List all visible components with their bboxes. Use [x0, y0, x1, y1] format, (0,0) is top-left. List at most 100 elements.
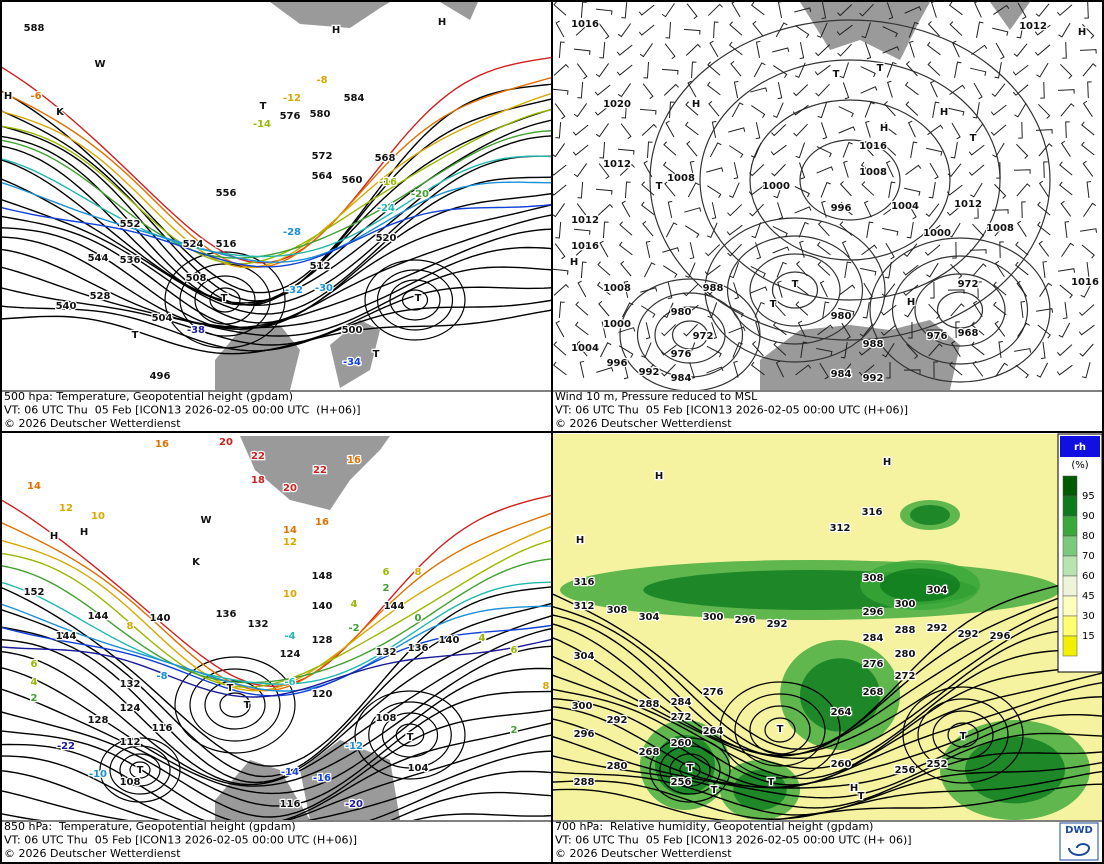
closed-contour: [354, 690, 466, 780]
wind-barb: [729, 262, 740, 279]
contour-line: [2, 119, 551, 306]
pressure-center: H: [850, 783, 858, 794]
wind-barb: [972, 300, 983, 317]
contour-line: [2, 155, 551, 307]
wind-barb: [815, 83, 830, 97]
contour-label: 260: [671, 738, 692, 749]
wind-barb: [689, 160, 695, 178]
wind-barb: [1079, 49, 1097, 54]
wind-barb: [573, 228, 591, 235]
wind-barb: [928, 182, 936, 199]
contour-label: 992: [639, 367, 660, 378]
wind-barb: [553, 164, 567, 176]
contours: [2, 56, 551, 269]
wind-barb: [930, 281, 935, 299]
contour-label: 988: [703, 283, 724, 294]
wind-barb: [664, 43, 676, 60]
contour-label: 116: [152, 723, 173, 734]
wind-barb: [617, 148, 635, 155]
contours: [2, 494, 551, 698]
contour-label: 140: [150, 613, 171, 624]
wind-barb: [994, 62, 1002, 79]
contour-line: [553, 573, 1102, 750]
contour-label: -10: [89, 769, 107, 780]
pressure-center: K: [192, 557, 201, 568]
contour-label: -14: [281, 767, 299, 778]
wind-barb: [974, 201, 979, 219]
contour-line: [553, 732, 1102, 799]
contour-line: [553, 696, 1102, 789]
wind-barb: [903, 243, 918, 258]
wind-barb: [882, 46, 900, 54]
closed-contour: [119, 753, 161, 787]
wind-barb: [595, 63, 610, 78]
pressure-center: H: [4, 91, 12, 102]
wind-barb: [777, 280, 783, 298]
wind-barb: [750, 2, 765, 16]
pressure-center: H: [655, 471, 663, 482]
contour-label: -38: [187, 325, 205, 336]
wind-barb: [795, 261, 808, 277]
wind-barb: [821, 200, 827, 218]
wind-barb: [705, 283, 720, 297]
wind-barb: [932, 101, 940, 118]
closed-contour: [932, 710, 994, 760]
wind-barb: [948, 222, 961, 238]
wind-barb: [643, 262, 656, 278]
wind-barb: [882, 342, 895, 358]
contour-line: [553, 662, 1102, 780]
contour-label: 256: [895, 765, 916, 776]
pressure-center: H: [80, 527, 88, 538]
wind-barb: [732, 341, 743, 358]
wind-barb: [754, 301, 765, 318]
pressure-center: T: [137, 765, 144, 776]
contour-label: 536: [120, 255, 141, 266]
contour-line: [2, 770, 551, 820]
wind-barb: [976, 21, 984, 38]
wind-barb: [616, 44, 633, 56]
wind-barb: [864, 42, 872, 60]
wind-barb: [751, 222, 762, 239]
wind-barb: [558, 41, 565, 59]
wind-barb: [859, 3, 874, 17]
pressure-center: T: [777, 724, 784, 735]
wind-barb: [795, 364, 812, 376]
contour-label: -8: [316, 75, 327, 86]
wind-barb: [993, 301, 1007, 316]
wind-barb: [1017, 322, 1031, 337]
wind-barb: [617, 23, 632, 38]
contour-label: 980: [671, 307, 692, 318]
wind-barb: [817, 102, 828, 119]
contour-label: 10: [91, 511, 105, 522]
wind-barb: [646, 141, 653, 159]
wind-barb: [1035, 129, 1053, 134]
wind-barb: [925, 203, 940, 217]
closed-contour: [936, 291, 984, 329]
wind-barb: [553, 361, 567, 376]
wind-barb: [1016, 143, 1029, 159]
wind-barb: [753, 62, 766, 78]
wind-barb: [1035, 3, 1050, 17]
closed-contour: [204, 680, 266, 730]
wind-barb: [924, 224, 941, 236]
contour-label: 976: [671, 349, 692, 360]
wind-barb: [684, 225, 700, 238]
wind-barb: [728, 127, 746, 133]
wind-barb: [553, 143, 565, 158]
wind-barb: [1036, 308, 1054, 313]
wind-barb: [777, 2, 783, 18]
contour-label: 1012: [954, 199, 982, 210]
contour-line: [2, 512, 551, 692]
contour-line: [2, 92, 551, 269]
land-area: [300, 740, 400, 820]
pressure-center: T: [768, 777, 775, 788]
wind-barb: [775, 360, 784, 378]
pressure-center: T: [970, 133, 977, 144]
wind-barb: [1058, 268, 1076, 273]
wind-barb: [1018, 121, 1023, 139]
contour-label: 144: [56, 631, 77, 642]
wind-barb: [973, 82, 983, 100]
wind-barb: [621, 302, 634, 318]
wind-barb: [841, 240, 850, 258]
wind-barb: [908, 40, 915, 58]
